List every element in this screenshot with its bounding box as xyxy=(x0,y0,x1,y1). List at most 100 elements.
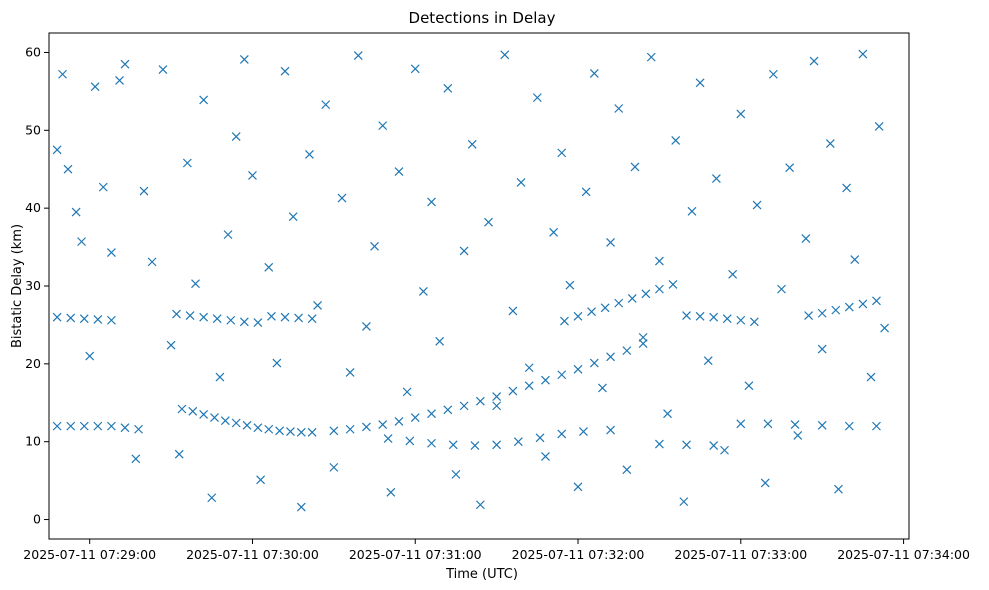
data-point-4-54 xyxy=(484,217,493,227)
data-point-4-52 xyxy=(467,139,477,149)
x-tick-label-3: 2025-07-11 07:32:00 xyxy=(512,547,645,562)
data-point-0-27 xyxy=(443,405,453,415)
data-point-3-0 xyxy=(804,311,814,321)
data-point-4-78 xyxy=(679,497,689,507)
data-point-4-46 xyxy=(418,287,428,296)
data-point-4-30 xyxy=(288,212,298,222)
data-point-0-4 xyxy=(106,421,116,431)
data-point-4-33 xyxy=(313,301,323,310)
data-point-0-28 xyxy=(459,401,469,411)
data-point-1-5 xyxy=(172,309,181,319)
data-point-0-31 xyxy=(508,386,518,396)
data-point-0-39 xyxy=(638,339,648,349)
data-point-4-94 xyxy=(809,56,819,66)
data-point-4-92 xyxy=(793,431,803,440)
data-point-2-5 xyxy=(492,440,502,450)
data-point-4-10 xyxy=(120,59,130,69)
data-point-2-18 xyxy=(844,421,854,431)
data-point-1-9 xyxy=(226,315,236,325)
y-tick-label-1: 10 xyxy=(25,434,41,449)
data-point-1-1 xyxy=(66,313,76,323)
x-axis: 2025-07-11 07:29:00 2025-07-11 07:30:00 20… xyxy=(23,539,970,562)
data-point-2-19 xyxy=(872,421,881,431)
data-point-4-11 xyxy=(131,454,141,464)
data-point-4-89 xyxy=(768,69,778,79)
data-point-4-81 xyxy=(703,356,713,366)
data-point-4-83 xyxy=(720,445,729,455)
data-point-0-30 xyxy=(492,392,502,401)
data-point-0-38 xyxy=(622,346,632,356)
data-point-0-19 xyxy=(307,427,317,437)
data-point-0-8 xyxy=(188,406,198,416)
data-point-0-17 xyxy=(286,427,295,436)
data-point-0-15 xyxy=(264,424,274,434)
data-point-0-24 xyxy=(394,417,404,426)
data-point-0-0 xyxy=(52,421,62,431)
data-point-4-8 xyxy=(106,248,116,257)
data-point-4-14 xyxy=(158,65,168,75)
data-point-1-29 xyxy=(736,315,746,325)
data-point-1-0 xyxy=(52,312,62,322)
data-point-4-68 xyxy=(598,383,607,393)
data-point-2-2 xyxy=(427,438,436,448)
data-point-4-12 xyxy=(139,186,149,196)
data-point-4-60 xyxy=(532,93,542,103)
data-point-4-93 xyxy=(801,234,811,243)
data-point-4-41 xyxy=(378,121,388,131)
data-point-4-35 xyxy=(329,462,339,472)
data-point-4-50 xyxy=(451,469,461,479)
data-point-1-3 xyxy=(93,315,103,324)
data-point-1-6 xyxy=(185,311,195,321)
data-point-4-42 xyxy=(386,487,396,497)
y-tick-label-3: 30 xyxy=(25,278,41,293)
data-point-4-32 xyxy=(305,150,314,159)
data-point-4-59 xyxy=(524,363,534,373)
data-point-1-11 xyxy=(253,318,263,328)
data-point-0-10 xyxy=(210,413,219,422)
data-point-1-28 xyxy=(722,314,732,324)
data-point-1-12 xyxy=(267,311,276,321)
data-point-0-22 xyxy=(361,422,371,432)
data-point-4-21 xyxy=(215,372,225,382)
data-point-4-101 xyxy=(866,372,876,382)
data-point-4-45 xyxy=(410,64,420,74)
x-tick-label-2: 2025-07-11 07:31:00 xyxy=(349,547,482,562)
data-point-1-7 xyxy=(199,312,209,322)
x-tick-label-1: 2025-07-11 07:30:00 xyxy=(186,547,319,562)
data-point-4-36 xyxy=(337,193,347,203)
data-point-1-24 xyxy=(668,280,678,289)
data-point-4-72 xyxy=(630,162,640,172)
data-point-4-0 xyxy=(52,145,62,155)
data-point-1-30 xyxy=(749,317,759,327)
data-point-2-17 xyxy=(817,420,827,430)
data-point-4-16 xyxy=(174,449,184,459)
data-point-0-16 xyxy=(275,426,285,436)
data-point-1-22 xyxy=(641,289,651,299)
data-point-4-96 xyxy=(825,139,835,148)
data-point-1-23 xyxy=(654,284,664,294)
data-point-0-2 xyxy=(79,421,89,431)
x-tick-label-5: 2025-07-11 07:34:00 xyxy=(837,547,970,562)
data-point-4-18 xyxy=(191,279,200,289)
plot-frame xyxy=(48,32,910,540)
data-point-4-71 xyxy=(622,465,632,475)
data-point-4-23 xyxy=(231,132,241,141)
data-point-4-13 xyxy=(147,257,157,267)
data-point-1-2 xyxy=(79,314,89,324)
data-point-0-26 xyxy=(427,409,436,419)
x-tick-label-0: 2025-07-11 07:29:00 xyxy=(23,547,156,562)
data-point-4-51 xyxy=(459,246,469,256)
data-point-0-6 xyxy=(134,424,143,434)
data-point-4-75 xyxy=(654,256,664,266)
data-point-4-62 xyxy=(549,227,559,237)
data-point-4-100 xyxy=(858,49,868,59)
data-point-1-27 xyxy=(709,312,719,322)
data-point-1-8 xyxy=(212,314,222,324)
data-point-0-1 xyxy=(66,421,76,431)
data-point-4-19 xyxy=(199,95,209,105)
data-point-4-67 xyxy=(589,69,599,78)
data-point-4-9 xyxy=(115,76,124,85)
data-point-4-49 xyxy=(443,83,453,93)
data-point-4-64 xyxy=(565,280,575,290)
